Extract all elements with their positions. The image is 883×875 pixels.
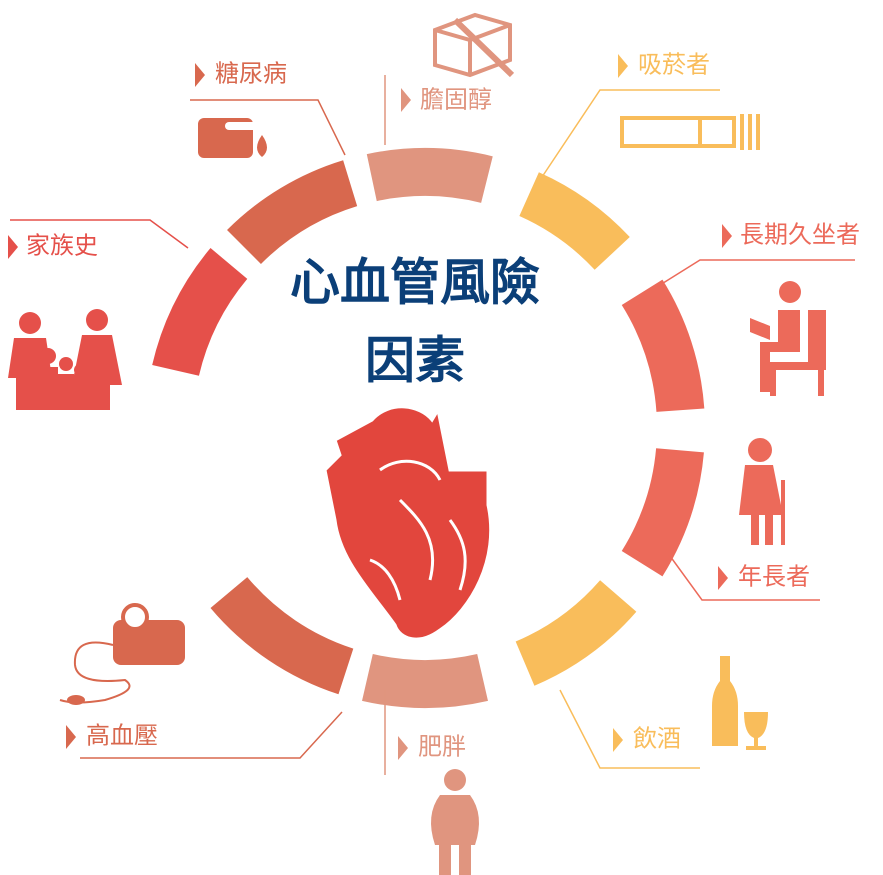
ring-segment bbox=[227, 160, 357, 264]
factor-label: 長期久坐者 bbox=[740, 221, 860, 249]
ring-segment bbox=[362, 654, 488, 708]
heart-icon bbox=[325, 407, 491, 639]
factor-label: 膽固醇 bbox=[420, 86, 492, 114]
ring-segment bbox=[622, 448, 704, 576]
title-line: 心血管風險 bbox=[290, 254, 540, 312]
cholesterol-icon bbox=[435, 15, 512, 75]
factor-label: 糖尿病 bbox=[215, 60, 287, 88]
factor-label: 高血壓 bbox=[86, 722, 158, 750]
infographic: 心血管風險 因素 膽固醇 吸菸者 長期久坐者 年長者 飲酒 肥胖 高血壓 家族史… bbox=[0, 0, 883, 875]
elderly-icon bbox=[739, 438, 785, 545]
ring-segment bbox=[211, 577, 354, 694]
ring-segment bbox=[516, 580, 637, 686]
family-icon bbox=[8, 309, 122, 410]
diabetes-icon bbox=[198, 118, 273, 158]
factor-label: 吸菸者 bbox=[638, 51, 710, 79]
ring-segment bbox=[367, 148, 493, 203]
ring-segment bbox=[152, 248, 247, 376]
wine-icon bbox=[712, 656, 768, 750]
sitting-icon bbox=[750, 281, 826, 396]
blood-pressure-icon bbox=[60, 605, 185, 705]
factor-label: 肥胖 bbox=[418, 733, 466, 761]
cigarette-icon bbox=[622, 114, 758, 150]
factor-label: 家族史 bbox=[26, 232, 98, 260]
obese-icon bbox=[431, 769, 479, 875]
ring-segment bbox=[622, 280, 705, 412]
factor-label: 年長者 bbox=[738, 563, 810, 591]
title-line: 因素 bbox=[365, 332, 465, 390]
factor-label: 飲酒 bbox=[633, 725, 681, 753]
